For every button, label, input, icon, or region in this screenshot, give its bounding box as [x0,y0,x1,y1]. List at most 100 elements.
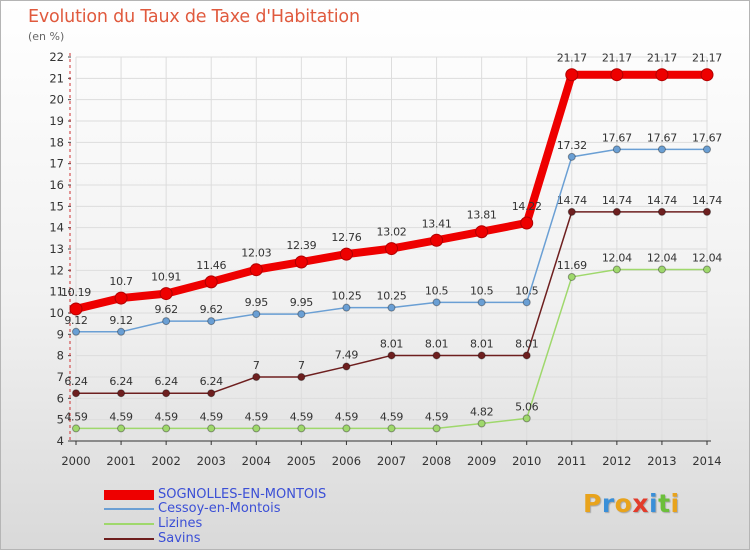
data-point-sognolles-en-montois-2014 [700,68,714,82]
data-label-lizines-2010: 5.06 [515,400,539,413]
data-point-lizines-2002 [162,424,171,433]
data-label-sognolles-en-montois-2013: 21.17 [647,52,677,65]
y-axis-unit-label: (en %) [28,30,65,43]
data-label-savins-2007: 8.01 [380,337,403,350]
logo-letter: x [632,489,649,518]
data-label-savins-2003: 6.24 [200,375,224,388]
x-tick-label-2013: 2013 [647,454,676,468]
data-label-cessoy-en-montois-2010: 10.5 [515,284,539,297]
proxiti-logo: Proxiti [583,489,680,518]
data-point-lizines-2006 [342,424,351,433]
x-tick-label-2001: 2001 [106,454,135,468]
data-point-lizines-2013 [657,265,666,274]
data-label-lizines-2004: 4.59 [245,410,269,423]
y-tick-label-19: 19 [49,114,64,128]
data-label-cessoy-en-montois-2007: 10.25 [377,290,407,303]
data-label-sognolles-en-montois-2011: 21.17 [557,52,587,65]
data-label-sognolles-en-montois-2001: 10.7 [109,275,133,288]
data-point-savins-2007 [387,351,396,360]
legend-swatch-cessoy [104,508,154,510]
data-point-sognolles-en-montois-2005 [294,255,308,269]
data-point-cessoy-en-montois-2011 [567,152,576,161]
data-point-lizines-2001 [117,424,126,433]
data-point-cessoy-en-montois-2006 [342,303,351,312]
data-label-sognolles-en-montois-2005: 12.39 [286,239,316,252]
data-label-savins-2006: 7.49 [335,349,359,362]
data-point-cessoy-en-montois-2007 [387,303,396,312]
data-label-cessoy-en-montois-2008: 10.5 [425,284,449,297]
y-tick-label-17: 17 [49,157,64,171]
data-label-cessoy-en-montois-2012: 17.67 [602,131,632,144]
data-point-lizines-2007 [387,424,396,433]
data-label-sognolles-en-montois-2006: 12.76 [331,231,361,244]
data-label-lizines-2006: 4.59 [335,410,359,423]
data-point-savins-2006 [342,362,351,371]
y-tick-label-10: 10 [49,306,64,320]
data-point-cessoy-en-montois-2010 [522,298,531,307]
data-label-sognolles-en-montois-2014: 21.17 [692,52,722,65]
y-tick-label-14: 14 [49,221,64,235]
data-point-sognolles-en-montois-2001 [114,291,128,305]
legend-swatch-lizines [104,523,154,525]
data-point-sognolles-en-montois-2009 [475,225,489,239]
data-point-cessoy-en-montois-2004 [252,310,261,319]
data-point-savins-2004 [252,373,261,381]
legend-label-cessoy: Cessoy-en-Montois [158,501,281,516]
data-point-cessoy-en-montois-2009 [477,298,486,307]
data-label-lizines-2005: 4.59 [290,410,314,423]
data-label-sognolles-en-montois-2012: 21.17 [602,52,632,65]
data-label-lizines-2008: 4.59 [425,410,449,423]
data-label-sognolles-en-montois-2003: 11.46 [196,259,226,272]
data-point-sognolles-en-montois-2007 [385,242,398,256]
data-label-lizines-2013: 12.04 [647,251,677,264]
data-label-sognolles-en-montois-2002: 10.91 [151,271,181,284]
data-point-sognolles-en-montois-2004 [249,263,263,277]
x-tick-label-2009: 2009 [467,454,496,468]
data-label-sognolles-en-montois-2008: 13.41 [422,217,452,230]
y-tick-label-18: 18 [49,135,64,149]
data-label-cessoy-en-montois-2003: 9.62 [200,303,223,316]
data-label-sognolles-en-montois-2010: 14.22 [512,200,542,213]
y-tick-label-20: 20 [49,93,64,107]
data-label-cessoy-en-montois-2014: 17.67 [692,131,722,144]
x-tick-label-2012: 2012 [602,454,631,468]
x-tick-label-2005: 2005 [287,454,316,468]
legend-swatch-sognolles [104,490,154,500]
data-point-sognolles-en-montois-2010 [520,216,534,230]
data-point-savins-2002 [162,389,171,398]
data-point-savins-2008 [432,351,441,360]
chart-title: Evolution du Taux de Taxe d'Habitation [28,7,360,27]
data-point-sognolles-en-montois-2011 [565,68,579,82]
y-tick-label-5: 5 [57,413,64,427]
data-label-savins-2013: 14.74 [647,194,677,207]
data-label-cessoy-en-montois-2000: 9.12 [64,314,87,327]
logo-letter: i [649,489,659,518]
data-point-cessoy-en-montois-2003 [207,317,216,326]
data-label-cessoy-en-montois-2009: 10.5 [470,284,494,297]
data-point-savins-2011 [567,207,576,216]
x-tick-label-2007: 2007 [377,454,406,468]
data-point-sognolles-en-montois-2012 [610,68,624,82]
data-label-cessoy-en-montois-2013: 17.67 [647,131,677,144]
x-tick-label-2003: 2003 [197,454,226,468]
data-point-cessoy-en-montois-2005 [297,310,306,319]
x-tick-label-2002: 2002 [152,454,181,468]
data-label-savins-2010: 8.01 [515,337,538,350]
x-tick-label-2008: 2008 [422,454,451,468]
data-label-sognolles-en-montois-2000: 10.19 [61,286,91,299]
data-label-savins-2008: 8.01 [425,337,448,350]
data-label-savins-2011: 14.74 [557,194,587,207]
data-point-savins-2005 [297,373,306,381]
logo-letter: i [670,489,680,518]
data-point-sognolles-en-montois-2000 [69,302,83,316]
y-tick-label-6: 6 [57,391,64,405]
legend-swatch-savins [104,538,154,540]
data-label-cessoy-en-montois-2011: 17.32 [557,139,587,152]
data-point-cessoy-en-montois-2000 [72,327,80,336]
y-tick-label-16: 16 [49,178,64,192]
data-label-lizines-2009: 4.82 [470,406,493,419]
data-point-sognolles-en-montois-2006 [339,247,353,261]
data-label-savins-2012: 14.74 [602,194,632,207]
logo-letter: r [601,489,615,518]
